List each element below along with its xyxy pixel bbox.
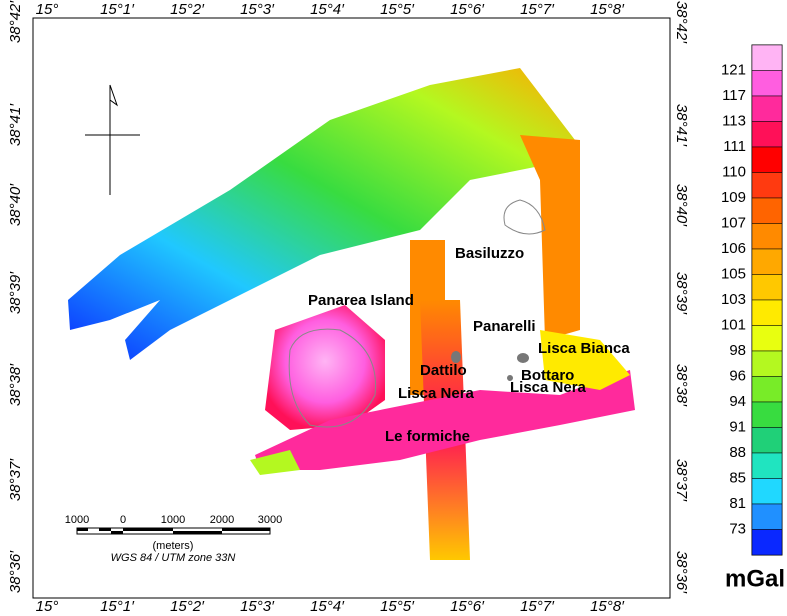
lon-label-bottom: 15°5′ (380, 598, 415, 615)
colorbar-label: 81 (729, 495, 746, 512)
scale-label: 2000 (210, 514, 234, 526)
colorbar-band (751, 248, 783, 275)
colorbar-label: 91 (729, 418, 746, 435)
colorbar-band (751, 172, 783, 199)
place-label: Bottaro (521, 367, 574, 384)
lon-label-bottom: 15°4′ (310, 598, 345, 615)
basiluzzo-outline (503, 199, 546, 235)
lon-label-top: 15°3′ (240, 1, 275, 18)
colorbar-band (751, 274, 783, 301)
lon-label-top: 15°6′ (450, 1, 485, 18)
colorbar-label: 105 (721, 265, 746, 282)
lat-label-right: 38°38′ (673, 364, 690, 407)
scale-label: 3000 (258, 514, 282, 526)
colorbar-band (751, 197, 783, 224)
lon-label-top: 15°8′ (590, 1, 625, 18)
lon-label-bottom: 15°2′ (170, 598, 205, 615)
lat-label-right: 38°36′ (673, 551, 690, 594)
north-arrow (85, 84, 140, 195)
place-label: Lisca Nera (398, 385, 475, 402)
colorbar-label: 110 (722, 163, 746, 180)
colorbar-label: 73 (729, 520, 746, 537)
place-label: Lisca Nera (510, 379, 587, 396)
lat-label-left: 38°36′ (7, 550, 24, 593)
lon-label-bottom: 15°7′ (520, 598, 555, 615)
colorbar-label: 117 (722, 87, 746, 104)
colorbar-band (751, 529, 783, 556)
lon-label-bottom: 15° (36, 598, 59, 615)
panarea-outline (288, 328, 377, 428)
colorbar-label: 103 (721, 291, 746, 308)
place-label: Panarelli (473, 318, 536, 335)
colorbar-label: 113 (722, 112, 746, 129)
place-label: Lisca Bianca (538, 340, 630, 357)
lon-label-top: 15°2′ (170, 1, 205, 18)
lat-label-left: 38°40′ (7, 183, 24, 226)
datum: WGS 84 / UTM zone 33N (111, 552, 236, 564)
lat-label-right: 38°40′ (673, 184, 690, 227)
colorbar-band (751, 452, 783, 479)
colorbar-band (751, 478, 783, 505)
lat-label-left: 38°39′ (7, 271, 24, 314)
colorbar-label: 85 (729, 469, 746, 486)
lat-label-left: 38°38′ (7, 363, 24, 406)
colorbar-band (751, 376, 783, 403)
colorbar-label: 101 (721, 316, 746, 333)
lon-label-top: 15° (36, 1, 59, 18)
colorbar-unit: mGal (725, 565, 785, 592)
colorbar-band (751, 146, 783, 173)
colorbar-band (751, 121, 783, 148)
colorbar-band (751, 95, 783, 122)
colorbar-band (751, 350, 783, 377)
colorbar-label: 106 (721, 240, 746, 257)
colorbar-label: 107 (721, 214, 746, 231)
lon-label-bottom: 15°6′ (450, 598, 485, 615)
survey-coverage (68, 68, 635, 560)
scale-bar: (meters) WGS 84 / UTM zone 33N (76, 527, 271, 564)
lon-label-bottom: 15°8′ (590, 598, 625, 615)
place-label: Le formiche (385, 428, 470, 445)
place-label: Panarea Island (308, 292, 414, 309)
colorbar-band (751, 325, 783, 352)
scale-label: 1000 (161, 514, 185, 526)
lon-label-bottom: 15°1′ (100, 598, 135, 615)
colorbar-band (751, 70, 783, 97)
lat-label-left: 38°41′ (7, 103, 24, 146)
colorbar-band (751, 427, 783, 454)
colorbar-label: 98 (729, 342, 746, 359)
scale-unit: (meters) (153, 540, 194, 552)
lon-label-top: 15°4′ (310, 1, 345, 18)
scale-label: 1000 (65, 514, 89, 526)
colorbar-label: 111 (723, 138, 746, 155)
lon-label-top: 15°5′ (380, 1, 415, 18)
colorbar-band (751, 299, 783, 326)
lat-label-right: 38°39′ (673, 272, 690, 315)
lon-label-top: 15°7′ (520, 1, 555, 18)
colorbar-band (751, 44, 783, 71)
islands (451, 351, 529, 381)
colorbar-label: 121 (721, 61, 746, 78)
lat-label-right: 38°42′ (673, 1, 690, 44)
colorbar-band (751, 223, 783, 250)
lon-label-top: 15°1′ (100, 1, 135, 18)
colorbar-label: 88 (729, 444, 746, 461)
colorbar-band (751, 401, 783, 428)
lat-label-right: 38°37′ (673, 459, 690, 502)
lat-label-left: 38°37′ (7, 458, 24, 501)
colorbar-label: 109 (721, 189, 746, 206)
colorbar-label: 96 (729, 367, 746, 384)
colorbar-band (751, 503, 783, 530)
lon-label-bottom: 15°3′ (240, 598, 275, 615)
place-label: Dattilo (420, 362, 467, 379)
colorbar-label: 94 (729, 393, 746, 410)
scale-label: 0 (120, 514, 126, 526)
lat-label-left: 38°42′ (7, 0, 24, 43)
lat-label-right: 38°41′ (673, 104, 690, 147)
place-label: Basiluzzo (455, 245, 524, 262)
